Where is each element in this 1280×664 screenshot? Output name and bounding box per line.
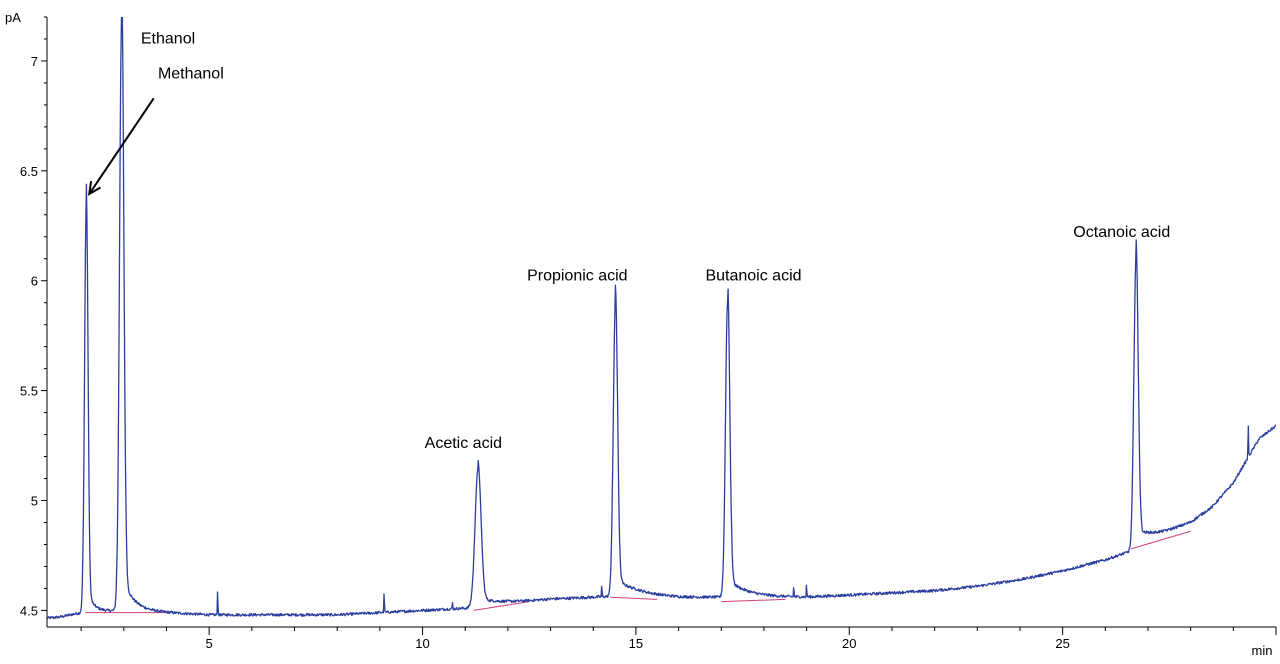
x-tick-label: 25: [1055, 636, 1069, 651]
peak-label: Octanoic acid: [1073, 224, 1170, 241]
methanol-arrow-line: [88, 97, 155, 195]
integration-baseline: [473, 601, 530, 611]
peak-label: Acetic acid: [425, 435, 502, 452]
peak-label-group: Ethanol Methanol Acetic acid Propionic acid…: [87, 30, 1170, 452]
integration-baseline: [1130, 530, 1191, 550]
integration-baseline: [610, 596, 658, 600]
peak-label: Propionic acid: [527, 268, 628, 285]
x-axis-unit: min: [1252, 643, 1273, 658]
integration-baseline: [721, 598, 786, 603]
signal-trace-group: [47, 17, 1276, 620]
x-tick-label: 15: [629, 636, 643, 651]
y-tick-label: 5.5: [20, 384, 38, 399]
y-tick-label: 6: [31, 274, 38, 289]
peak-label: Methanol: [158, 66, 224, 83]
x-tick-label: 10: [415, 636, 429, 651]
signal-trace: [47, 17, 1276, 620]
x-tick-label: 20: [842, 636, 856, 651]
y-tick-label: 4.5: [20, 603, 38, 618]
methanol-arrow-head: [87, 181, 101, 196]
y-tick-label: 5: [31, 494, 38, 509]
axes-group: 4.5 5 5.5 6 6.5 7 pA 5 10 15 20 25 min: [5, 10, 1277, 658]
peak-label: Ethanol: [141, 30, 195, 47]
y-axis-unit: pA: [5, 10, 21, 25]
y-tick-label: 7: [31, 54, 38, 69]
integration-baseline-group: [85, 530, 1191, 614]
x-tick-label: 5: [206, 636, 213, 651]
y-tick-label: 6.5: [20, 164, 38, 179]
peak-label: Butanoic acid: [705, 268, 801, 285]
